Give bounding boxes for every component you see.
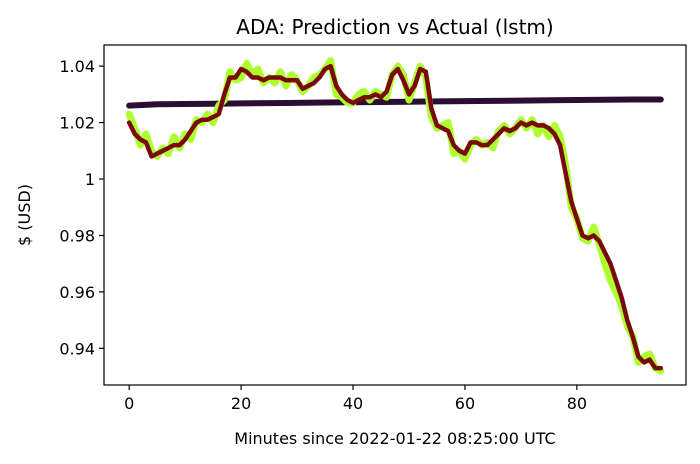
y-axis-title: $ (USD)	[15, 184, 34, 246]
plot-frame	[103, 44, 687, 386]
y-tick-label: 1	[85, 170, 95, 189]
x-tick-label: 60	[455, 394, 475, 413]
x-axis: 0 20 40 60 80	[124, 385, 587, 413]
x-tick-label: 0	[124, 394, 134, 413]
x-tick-label: 80	[567, 394, 587, 413]
x-axis-title: Minutes since 2022-01-22 08:25:00 UTC	[234, 429, 555, 448]
y-tick-label: 1.04	[59, 57, 95, 76]
x-tick-label: 20	[231, 394, 251, 413]
y-tick-label: 0.94	[59, 339, 95, 358]
y-axis: 0.94 0.96 0.98 1 1.02 1.04	[59, 57, 104, 358]
y-tick-label: 0.96	[59, 283, 95, 302]
y-tick-label: 1.02	[59, 114, 95, 133]
x-tick-label: 40	[343, 394, 363, 413]
series-line-smoothed	[126, 63, 664, 371]
y-tick-label: 0.98	[59, 226, 95, 245]
chart-title: ADA: Prediction vs Actual (lstm)	[236, 15, 553, 39]
